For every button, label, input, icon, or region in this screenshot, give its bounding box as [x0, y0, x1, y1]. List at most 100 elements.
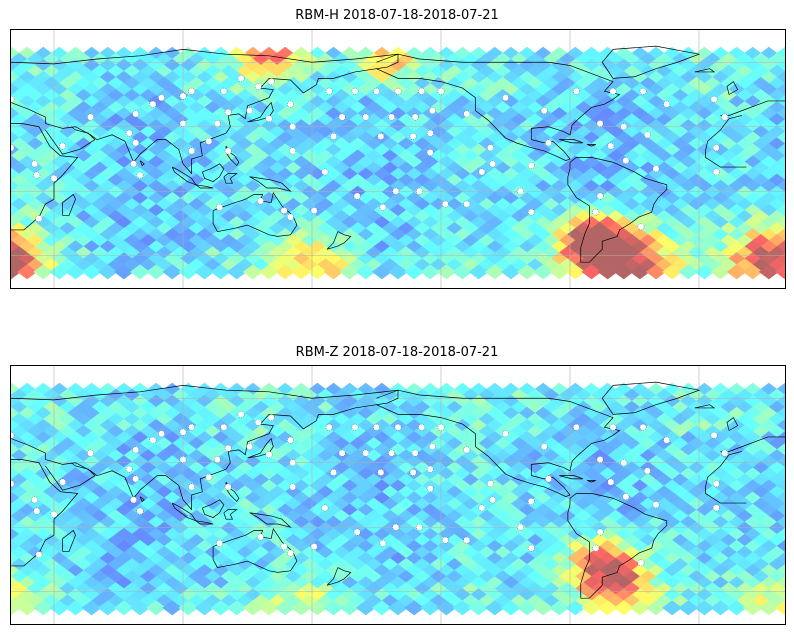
- field-cell: [718, 412, 739, 428]
- field-cell: [597, 527, 618, 543]
- station-marker: [11, 431, 15, 439]
- field-cell: [758, 564, 779, 580]
- field-cell: [573, 461, 594, 477]
- field-cell: [613, 191, 634, 207]
- field-cell: [662, 382, 683, 398]
- field-cell: [565, 503, 586, 519]
- field-cell: [621, 113, 642, 129]
- field-cell: [734, 558, 755, 574]
- field-cell: [605, 76, 626, 92]
- field-cell: [726, 503, 747, 519]
- field-cell: [533, 394, 554, 410]
- station-marker: [132, 446, 140, 454]
- field-cell: [33, 264, 54, 280]
- field-cell: [557, 473, 578, 489]
- station-marker: [330, 469, 337, 476]
- station-marker: [224, 444, 232, 452]
- field-cell: [678, 155, 699, 171]
- station-marker: [437, 423, 445, 431]
- field-cell: [613, 503, 634, 519]
- field-cell: [637, 137, 658, 153]
- field-cell: [694, 46, 715, 62]
- station-marker: [463, 536, 471, 544]
- station-marker: [721, 449, 729, 457]
- field-cell: [541, 125, 562, 141]
- field-cell: [597, 155, 618, 171]
- station-marker: [132, 139, 140, 147]
- field-cell: [758, 431, 779, 447]
- field-cell: [646, 82, 666, 98]
- field-cell: [525, 209, 546, 225]
- field-cell: [573, 76, 594, 92]
- field-cell: [734, 594, 755, 610]
- station-marker: [712, 144, 720, 152]
- field-cell: [670, 89, 691, 105]
- field-cell: [557, 161, 578, 177]
- coastline: [567, 157, 668, 263]
- field-cell: [557, 185, 578, 201]
- field-cell: [637, 161, 658, 177]
- field-cell: [662, 58, 683, 74]
- field-cell: [388, 600, 408, 616]
- field-cell: [242, 382, 263, 398]
- field-cell: [637, 497, 658, 513]
- field-cell: [694, 527, 715, 543]
- field-cell: [710, 491, 731, 507]
- station-marker: [280, 207, 288, 215]
- field-cell: [702, 185, 723, 201]
- field-cell: [678, 179, 699, 195]
- station-marker: [267, 78, 275, 85]
- field-cell: [758, 264, 779, 280]
- field-cell: [637, 449, 658, 465]
- field-cell: [637, 76, 658, 92]
- field-cell: [678, 431, 699, 447]
- field-cell: [541, 185, 562, 201]
- field-cell: [686, 545, 707, 561]
- field-cell: [670, 161, 691, 177]
- field-cell: [678, 467, 699, 483]
- field-cell: [750, 521, 771, 537]
- field-cell: [694, 418, 715, 434]
- field-cell: [533, 203, 554, 219]
- field-cell: [710, 394, 731, 410]
- field-cell: [646, 58, 666, 74]
- field-cell: [694, 131, 715, 147]
- field-cell: [637, 246, 658, 262]
- field-cell: [613, 443, 634, 459]
- station-marker: [441, 536, 449, 544]
- field-cell: [589, 161, 610, 177]
- field-cell: [162, 264, 183, 280]
- field-layer: [11, 382, 785, 616]
- station-marker: [351, 87, 359, 95]
- field-cell: [589, 582, 610, 598]
- field-cell: [573, 101, 594, 117]
- field-cell: [581, 203, 602, 219]
- field-cell: [565, 191, 586, 207]
- field-cell: [549, 515, 570, 531]
- field-cell: [686, 161, 707, 177]
- field-cell: [581, 143, 602, 159]
- field-cell: [573, 173, 594, 189]
- station-marker: [35, 551, 43, 559]
- field-cell: [81, 600, 102, 616]
- field-cell: [710, 564, 731, 580]
- field-cell: [726, 228, 747, 244]
- field-cell: [637, 473, 658, 489]
- field-cell: [702, 89, 723, 105]
- station-marker: [11, 144, 15, 152]
- field-cell: [750, 125, 771, 141]
- field-cell: [694, 406, 715, 422]
- field-cell: [654, 594, 675, 610]
- field-cell: [597, 576, 618, 592]
- station-marker: [411, 449, 419, 457]
- field-cell: [670, 412, 691, 428]
- field-cell: [81, 382, 102, 398]
- station-marker: [237, 74, 245, 82]
- field-cell: [581, 46, 602, 62]
- field-cell: [686, 209, 707, 225]
- field-cell: [613, 394, 634, 410]
- field-cell: [686, 64, 707, 80]
- station-marker: [362, 113, 370, 121]
- field-cell: [605, 222, 626, 238]
- field-cell: [678, 95, 699, 111]
